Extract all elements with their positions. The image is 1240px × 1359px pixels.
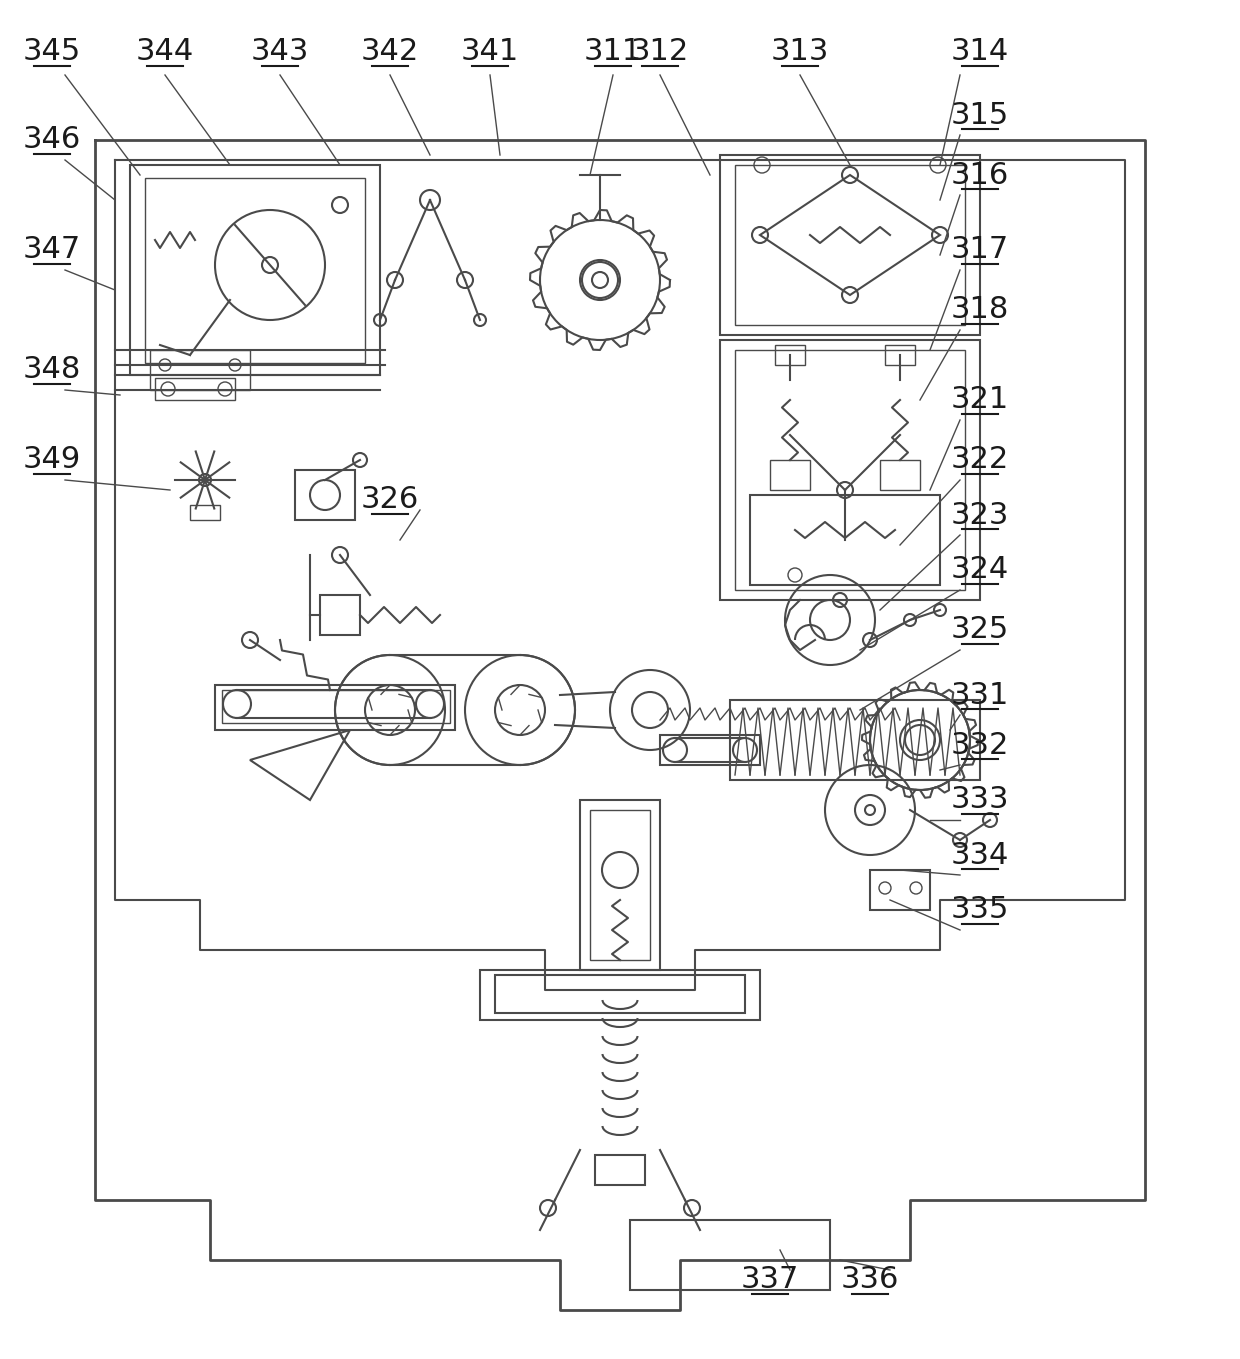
Bar xyxy=(150,351,250,390)
Bar xyxy=(222,690,450,723)
Text: 343: 343 xyxy=(250,38,309,67)
Bar xyxy=(885,345,915,366)
Bar xyxy=(720,340,980,601)
Bar xyxy=(480,970,760,1021)
Text: 311: 311 xyxy=(584,38,642,67)
Bar xyxy=(595,1155,645,1185)
Bar xyxy=(770,459,810,491)
Bar xyxy=(630,1220,830,1290)
Text: 317: 317 xyxy=(951,235,1009,265)
Bar xyxy=(320,595,360,635)
Text: 346: 346 xyxy=(22,125,81,155)
Text: 335: 335 xyxy=(951,896,1009,924)
Text: 332: 332 xyxy=(951,731,1009,760)
Bar xyxy=(735,164,965,325)
Bar xyxy=(580,800,660,970)
Bar xyxy=(145,178,365,363)
Bar xyxy=(880,459,920,491)
Bar xyxy=(215,685,455,730)
Bar xyxy=(495,974,745,1012)
Bar xyxy=(190,506,219,520)
Text: 313: 313 xyxy=(771,38,830,67)
Text: 315: 315 xyxy=(951,101,1009,129)
Text: 318: 318 xyxy=(951,295,1009,325)
Bar xyxy=(735,351,965,590)
Text: 347: 347 xyxy=(22,235,81,265)
Text: 331: 331 xyxy=(951,681,1009,709)
Text: 348: 348 xyxy=(22,356,81,385)
Text: 342: 342 xyxy=(361,38,419,67)
Text: 344: 344 xyxy=(136,38,195,67)
Text: 314: 314 xyxy=(951,38,1009,67)
Bar xyxy=(730,700,980,780)
Bar xyxy=(155,378,236,400)
Bar xyxy=(660,735,760,765)
Text: 345: 345 xyxy=(22,38,81,67)
Bar xyxy=(775,345,805,366)
Text: 334: 334 xyxy=(951,840,1009,870)
Text: 321: 321 xyxy=(951,386,1009,414)
Text: 323: 323 xyxy=(951,500,1009,530)
Text: 336: 336 xyxy=(841,1265,899,1295)
Bar xyxy=(750,495,940,584)
Bar xyxy=(295,470,355,520)
Text: 312: 312 xyxy=(631,38,689,67)
Text: 349: 349 xyxy=(22,446,81,474)
Text: 324: 324 xyxy=(951,556,1009,584)
Text: 325: 325 xyxy=(951,616,1009,644)
Text: 341: 341 xyxy=(461,38,520,67)
Text: 333: 333 xyxy=(951,786,1009,814)
Bar xyxy=(130,164,379,375)
Text: 326: 326 xyxy=(361,485,419,515)
Bar xyxy=(590,810,650,959)
Text: 322: 322 xyxy=(951,446,1009,474)
Bar xyxy=(870,870,930,911)
Text: 316: 316 xyxy=(951,160,1009,189)
Bar xyxy=(720,155,980,336)
Text: 337: 337 xyxy=(740,1265,800,1295)
